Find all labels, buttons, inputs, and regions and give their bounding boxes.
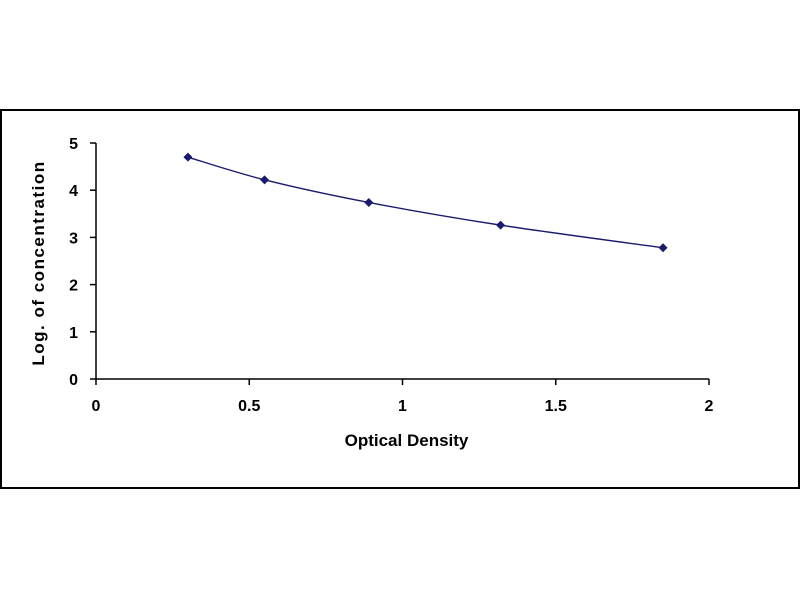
data-point	[364, 197, 374, 207]
data-point	[658, 243, 668, 253]
y-axis-title: Log. of concentration	[29, 160, 48, 365]
x-ticks: 0 0.5 1 1.5 2	[92, 379, 714, 415]
data-point	[496, 220, 506, 230]
x-tick-label: 1	[398, 398, 407, 415]
y-tick-label: 0	[69, 372, 78, 389]
x-axis-title: Optical Density	[345, 431, 469, 450]
y-tick-label: 1	[69, 325, 78, 342]
y-tick-label: 5	[69, 136, 78, 153]
data-point	[260, 175, 270, 185]
y-tick-label: 3	[69, 230, 78, 247]
data-points	[183, 152, 668, 253]
chart-frame: 0 0.5 1 1.5 2 0 1 2 3 4 5 Optical Density Log. of…	[0, 109, 800, 489]
trend-curve	[187, 156, 664, 249]
data-point	[183, 152, 193, 162]
chart-svg: 0 0.5 1 1.5 2 0 1 2 3 4 5 Optical Density Log. of…	[29, 136, 714, 450]
y-tick-label: 2	[69, 278, 78, 295]
y-ticks: 0 1 2 3 4 5	[69, 136, 96, 389]
x-tick-label: 0	[92, 398, 101, 415]
x-tick-label: 2	[705, 398, 714, 415]
x-tick-label: 0.5	[238, 398, 260, 415]
axes	[95, 143, 709, 380]
x-tick-label: 1.5	[545, 398, 567, 415]
y-tick-label: 4	[69, 183, 78, 200]
